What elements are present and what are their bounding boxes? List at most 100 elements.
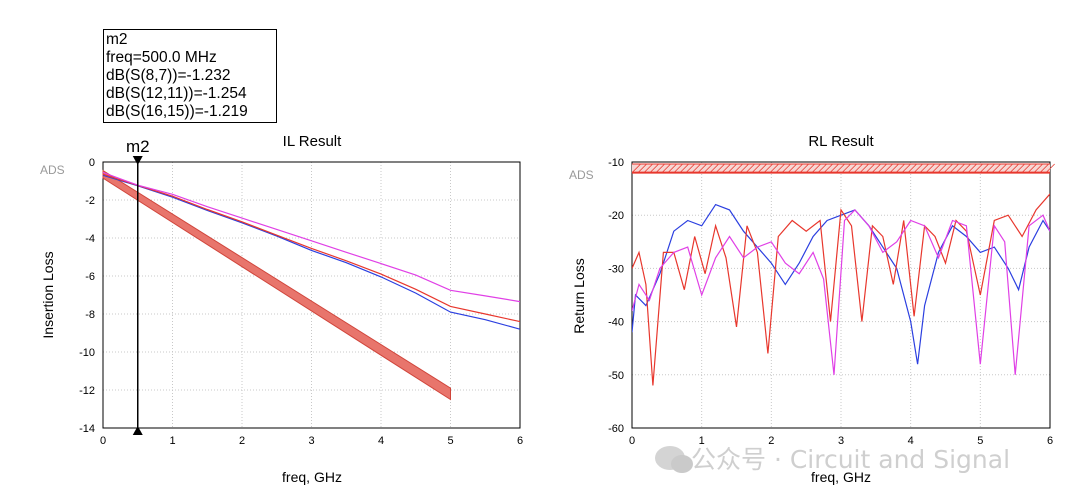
rl-limit-hatch-line [805,163,815,173]
marker-readout-s87: dB(S(8,7))=-1.232 [106,67,231,84]
marker-readout-box: m2 freq=500.0 MHz dB(S(8,7))=-1.232 dB(S… [103,29,277,123]
rl-limit-hatch-line [979,163,989,173]
il-x-tick-label: 1 [169,435,175,447]
rl-y-tick-label: -50 [608,370,624,382]
rl-limit-hatch-line [709,163,719,173]
rl-limit-hatch-line [955,163,965,173]
rl-limit-hatch-line [943,163,953,173]
rl-limit-hatch-line [775,163,785,173]
rl-limit-hatch-line [721,163,731,173]
il-marker-triangle-top [132,156,143,165]
rl-plot-frame [631,161,1051,429]
rl-limit-hatch-line [931,163,941,173]
rl-limit-hatch-line [655,163,665,173]
rl-chart: RL Result ADS freq, GHz Return Loss 0 1 2 3… [569,133,1055,485]
rl-limit-hatch-line [667,163,677,173]
il-series-line-0 [103,174,520,330]
il-x-tick-label: 5 [447,435,453,447]
rl-series-line-0 [632,203,1050,365]
rl-ads-label: ADS [569,168,594,182]
rl-series-line-1 [632,193,1050,386]
rl-limit-hatch-line [925,163,935,173]
il-chart: IL Result ADS freq, GHz Insertion Loss 0… [40,133,523,485]
rl-limit-hatch-line [841,163,851,173]
rl-limit-hatch-line [751,163,761,173]
il-y-tick-label: -6 [85,271,95,283]
rl-x-tick-label: 2 [768,435,774,447]
rl-limit-hatch-line [685,163,695,173]
marker-readout-s1615: dB(S(16,15))=-1.219 [106,103,248,120]
rl-limit-hatch-line [913,163,923,173]
rl-y-axis-label: Return Loss [571,258,587,333]
il-y-tick-label: -8 [85,309,95,321]
rl-limit-hatch-line [865,163,875,173]
rl-x-tick-label: 3 [838,435,844,447]
rl-limit-hatch-line [997,163,1007,173]
rl-limit-hatch-line [895,163,905,173]
marker-readout-s1211: dB(S(12,11))=-1.254 [106,85,247,102]
rl-limit-hatch-line [937,163,947,173]
rl-limit-hatch-line [673,163,683,173]
rl-limit-hatch-line [907,163,917,173]
rl-limit-hatch-line [727,163,737,173]
rl-limit-hatch-line [1027,163,1037,173]
watermark-text: 公众号 · Circuit and Signal [691,445,1011,474]
rl-limit-hatch-line [823,163,833,173]
rl-limit-hatch-line [877,163,887,173]
il-marker-label: m2 [126,137,150,156]
il-y-tick-label: -2 [85,195,95,207]
il-plot-frame [102,161,521,429]
rl-limit-hatch-line [973,163,983,173]
il-x-tick-label: 4 [378,435,384,447]
rl-limit-hatch-line [799,163,809,173]
wechat-logo-icon [655,446,693,473]
rl-limit-hatch-line [967,163,977,173]
rl-limit-hatch-line [1003,163,1013,173]
il-series-line-2 [103,171,520,303]
rl-limit-hatch-line [871,163,881,173]
rl-y-tick-label: -20 [608,210,624,222]
rl-x-tick-label: 6 [1047,435,1053,447]
rl-x-axis-label: freq, GHz [811,469,871,485]
rl-limit-hatch-line [1021,163,1031,173]
rl-y-tick-label: -10 [608,157,624,169]
rl-limit-hatch-line [961,163,971,173]
il-y-tick-label: 0 [89,157,95,169]
rl-limit-hatch-line [715,163,725,173]
rl-chart-title: RL Result [808,133,874,150]
rl-limit-hatch-line [739,163,749,173]
rl-limit-hatch-line [781,163,791,173]
rl-limit-hatch-line [853,163,863,173]
il-chart-title: IL Result [283,133,342,150]
rl-limit-hatch-line [1015,163,1025,173]
rl-limit-hatch-line [811,163,821,173]
rl-y-tick-label: -40 [608,317,624,329]
rl-limit-hatch-lines [631,163,1055,173]
rl-limit-hatch-line [901,163,911,173]
il-marker-triangle-bottom [132,426,143,435]
rl-limit-hatch-line [661,163,671,173]
rl-limit-hatch-line [787,163,797,173]
rl-y-tick-label: -30 [608,263,624,275]
il-x-tick-label: 3 [308,435,314,447]
rl-limit-hatch-line [1009,163,1019,173]
rl-limit-hatch-line [679,163,689,173]
rl-limit-hatch-line [1039,163,1049,173]
rl-limit-hatch-line [637,163,647,173]
rl-limit-hatch-line [745,163,755,173]
marker-readout-freq: freq=500.0 MHz [106,49,217,66]
rl-limit-hatch-line [631,163,641,173]
watermark: 公众号 · Circuit and Signal [655,440,1010,476]
rl-limit-hatch-line [643,163,653,173]
rl-limit-hatch-line [691,163,701,173]
rl-limit-hatch-line [859,163,869,173]
il-y-tick-label: -10 [79,347,95,359]
il-x-axis-label: freq, GHz [282,469,342,485]
rl-limit-hatch-line [769,163,779,173]
rl-limit-hatch-line [763,163,773,173]
il-x-tick-label: 2 [239,435,245,447]
il-ads-label: ADS [40,163,65,177]
rl-limit-hatch-line [949,163,959,173]
rl-limit-hatch-line [829,163,839,173]
